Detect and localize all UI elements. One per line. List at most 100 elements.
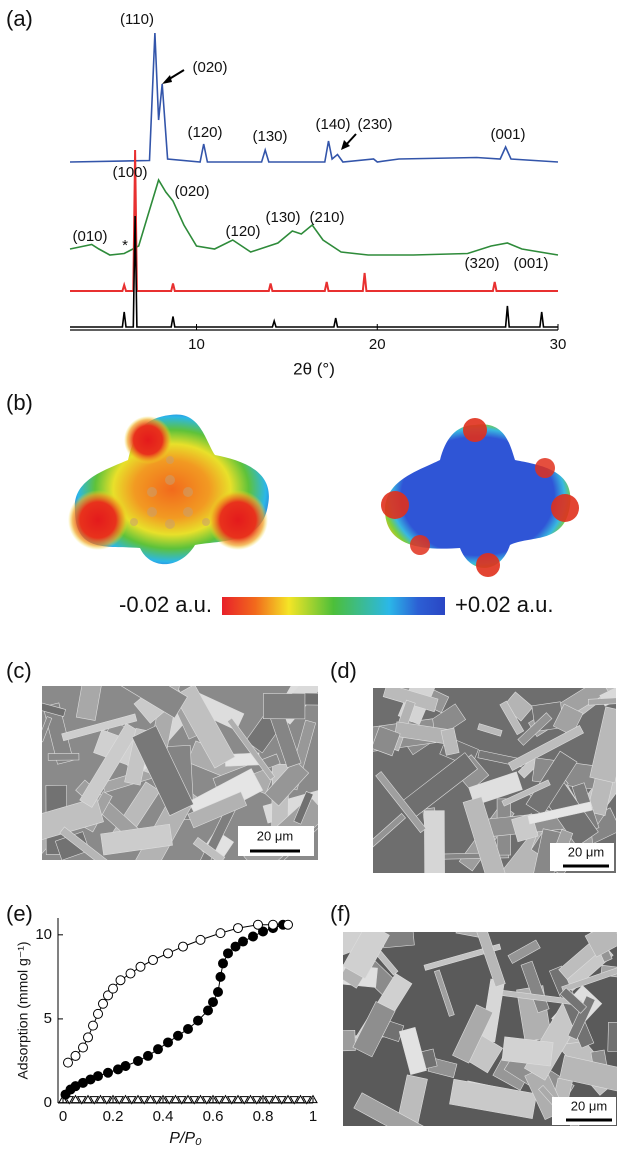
point <box>245 1094 256 1104</box>
point <box>89 1096 100 1105</box>
point <box>164 1096 175 1105</box>
crystal <box>264 759 310 807</box>
point <box>195 934 206 945</box>
crystal <box>115 686 188 719</box>
y-tick-label: 5 <box>44 1010 52 1027</box>
crystal <box>507 939 541 964</box>
x-axis-label: P/P₀ <box>169 1130 202 1147</box>
point <box>253 919 263 930</box>
crystal <box>226 717 276 781</box>
point <box>76 1096 87 1105</box>
crystal <box>501 779 551 807</box>
peak-label: (120) <box>225 223 260 240</box>
crystal <box>59 826 109 860</box>
xrd-pattern <box>70 215 558 328</box>
point <box>220 1094 231 1104</box>
point <box>173 1030 183 1041</box>
y-tick-label: 10 <box>35 926 52 943</box>
peak-label: (020) <box>174 183 209 200</box>
point <box>98 998 108 1009</box>
crystal <box>353 1092 435 1126</box>
point <box>233 1094 243 1104</box>
point <box>108 983 118 994</box>
crystal <box>567 995 596 1041</box>
point <box>114 1096 125 1105</box>
x-tick-label: 0.2 <box>103 1108 124 1125</box>
point <box>133 1055 143 1066</box>
point <box>258 926 268 937</box>
point <box>83 1032 93 1043</box>
x-tick-label: 10 <box>188 336 205 353</box>
point <box>215 928 226 939</box>
x-tick-label: 0.4 <box>153 1108 174 1125</box>
crystal <box>343 1029 356 1052</box>
point <box>78 1042 88 1053</box>
crystal <box>561 966 617 993</box>
scale-bar-label: 20 μm <box>568 844 604 859</box>
point <box>193 1015 203 1026</box>
crystal <box>373 725 401 757</box>
sem-texture <box>343 932 617 1126</box>
arrowhead <box>162 75 172 84</box>
point <box>183 1024 193 1034</box>
point <box>126 1096 137 1105</box>
point <box>115 975 126 986</box>
point <box>289 1096 300 1105</box>
panel-label: (c) <box>6 658 32 683</box>
scale-bar-label: 20 μm <box>571 1098 607 1113</box>
crystal <box>584 932 617 958</box>
point <box>103 1067 113 1078</box>
peak-label: (100) <box>112 164 147 181</box>
point <box>248 931 258 942</box>
point <box>120 1094 131 1104</box>
point <box>70 1050 81 1061</box>
crystal <box>559 987 587 1014</box>
point <box>233 923 243 934</box>
peak-label: (120) <box>187 124 222 141</box>
arrowhead <box>341 140 350 150</box>
point <box>201 1096 212 1105</box>
panel-label: (b) <box>6 390 33 415</box>
peak-label: (001) <box>513 255 548 272</box>
xrd-pattern <box>69 178 559 256</box>
crystal <box>424 810 445 873</box>
point <box>58 1094 68 1104</box>
crystal <box>475 932 506 988</box>
point <box>251 1096 262 1105</box>
crystal <box>100 823 173 856</box>
crystal <box>449 1078 538 1120</box>
x-tick-label: 1 <box>309 1108 317 1125</box>
crystal <box>517 712 553 746</box>
crystal <box>499 700 525 736</box>
point <box>139 1096 150 1105</box>
point <box>93 1071 103 1082</box>
point <box>153 1044 163 1055</box>
point <box>176 1096 187 1105</box>
point <box>264 1096 275 1105</box>
xrd-pattern <box>69 32 559 163</box>
crystal <box>293 791 314 825</box>
crystal <box>468 771 523 806</box>
crystal <box>352 1001 396 1058</box>
colorbar <box>222 597 445 615</box>
point <box>120 1061 131 1071</box>
point <box>301 1096 312 1105</box>
point <box>70 1094 81 1104</box>
crystal <box>477 723 503 737</box>
y-axis-label: Adsorption (mmol g⁻¹) <box>15 941 31 1079</box>
crystal <box>79 723 139 808</box>
crystal <box>187 791 248 829</box>
point <box>133 1094 143 1104</box>
crystal <box>589 706 616 784</box>
point <box>208 1094 218 1104</box>
point <box>218 958 228 969</box>
point <box>295 1094 306 1104</box>
crystal <box>375 771 427 834</box>
point <box>63 1057 73 1068</box>
crystal <box>440 727 460 756</box>
point <box>215 971 226 982</box>
crystal <box>423 943 502 971</box>
crystal <box>525 750 578 816</box>
point <box>151 1096 162 1105</box>
x-tick-label: 20 <box>369 336 386 353</box>
